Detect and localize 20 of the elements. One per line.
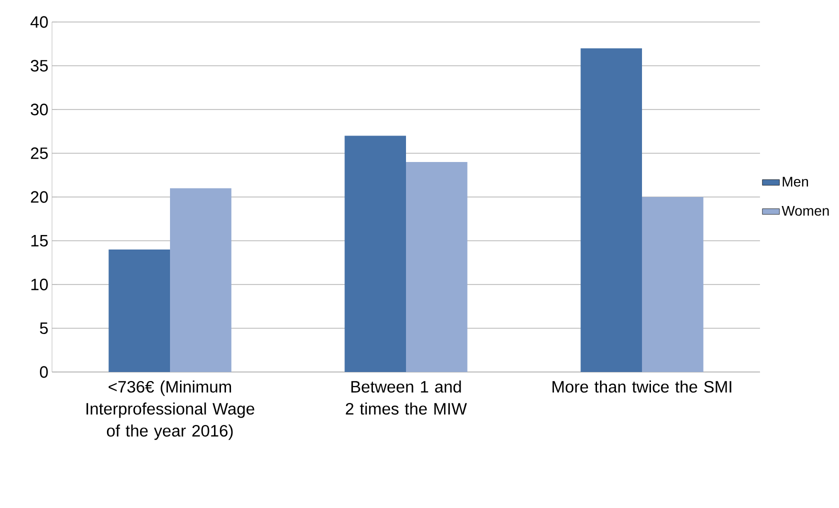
y-tick-label: 10 — [31, 278, 48, 290]
legend-label: Men — [782, 176, 808, 187]
y-tick-label: 25 — [30, 147, 48, 160]
x-tick-label: <736€ (Minimum Interprofessional Wage of the year 2016) — [86, 380, 254, 440]
bar — [170, 188, 232, 372]
x-tick-label: More than twice the SMI — [552, 380, 732, 393]
x-tick-label: Between 1 and 2 times the MIW — [346, 380, 467, 415]
bar — [642, 196, 704, 372]
bar — [108, 249, 170, 372]
legend-label: Women — [782, 206, 829, 216]
y-tick-label: 0 — [40, 366, 48, 378]
y-tick-label: 35 — [30, 60, 48, 72]
bar — [344, 136, 406, 372]
y-tick-label: 30 — [30, 104, 48, 116]
y-tick-label: 5 — [40, 322, 48, 334]
y-tick-label: 15 — [31, 234, 48, 246]
y-tick-label: 20 — [30, 191, 48, 203]
bar — [580, 48, 642, 372]
bar — [406, 162, 468, 372]
y-tick-label: 40 — [30, 16, 48, 28]
